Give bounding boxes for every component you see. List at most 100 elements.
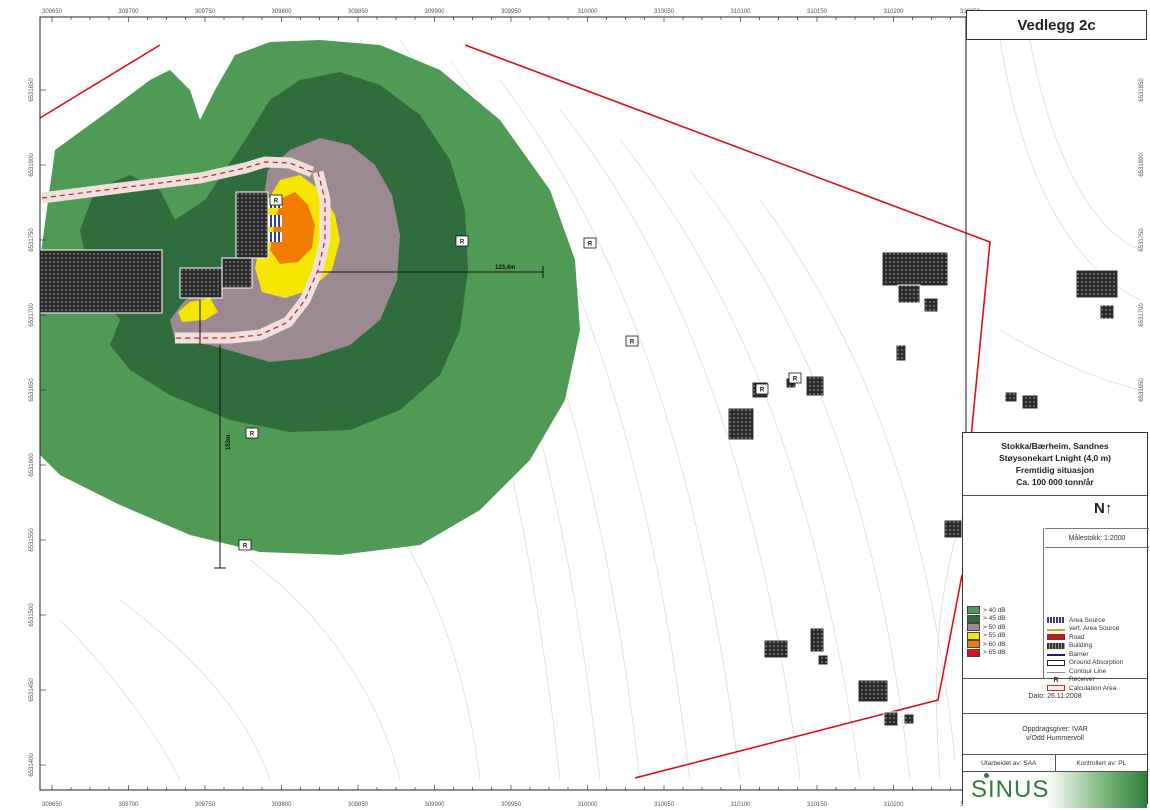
- tick-label: 310100: [730, 9, 751, 15]
- tick-label: 6531500: [29, 603, 35, 627]
- page-title: Vedlegg 2c: [966, 10, 1147, 40]
- tick-label: 310150: [807, 802, 828, 808]
- receiver-marker: R: [238, 539, 252, 551]
- date-label: Dato: 26.11.2008: [963, 679, 1147, 714]
- level-label: > 40 dB: [983, 606, 1006, 614]
- tick-label: 309800: [271, 9, 292, 15]
- tick-label: 310200: [883, 9, 904, 15]
- north-arrow-icon: N↑: [1094, 500, 1113, 517]
- tick-label: 310050: [654, 9, 675, 15]
- legend-heading: Stokka/Bærheim, Sandnes Støysonekart Lni…: [963, 433, 1147, 496]
- tick-label: 309750: [195, 802, 216, 808]
- noise-level-item: > 60 dB: [967, 640, 1006, 649]
- tick-label: 310150: [807, 9, 828, 15]
- symbol-item: Contour Line: [1047, 667, 1123, 676]
- level-label: > 55 dB: [983, 632, 1006, 640]
- situation-label: Fremtidig situasjon: [1015, 465, 1095, 475]
- level-swatch: [967, 614, 980, 623]
- receiver-symbol-icon: R: [1053, 676, 1059, 684]
- roads: [41, 156, 331, 344]
- level-swatch: [967, 623, 980, 632]
- legend-key: N↑ Målestokk: 1:2000 > 40 dB > 45 dB > 50 …: [963, 496, 1149, 692]
- tick-label: 309700: [118, 9, 139, 15]
- symbol-item: Area Source: [1047, 616, 1123, 625]
- x-axis-ticks-bottom: 309650 309700 309750 309800 309850 309900 3099…: [42, 785, 981, 808]
- tick-label: 309700: [118, 802, 139, 808]
- noise-level-item: > 65 dB: [967, 648, 1006, 658]
- tick-label: 310100: [730, 802, 751, 808]
- building-symbol-icon: [1047, 642, 1065, 649]
- client-info: Oppdragsgiver: IVAR v/Odd Hummervoll: [963, 714, 1147, 755]
- area-symbol-icon: [1047, 617, 1065, 624]
- tick-label: 309850: [348, 9, 369, 15]
- receiver-marker: R: [245, 427, 259, 439]
- tick-label: 6531650: [29, 378, 35, 402]
- tick-label: 6531700: [29, 303, 35, 327]
- map-legend-panel: Stokka/Bærheim, Sandnes Støysonekart Lni…: [962, 432, 1149, 808]
- receiver-marker: R: [788, 372, 802, 384]
- receiver-marker: R: [583, 237, 597, 249]
- symbol-label: Barrier: [1069, 650, 1089, 658]
- tick-label: 6531750: [29, 228, 35, 252]
- measure-label-horizontal: 123,4m: [495, 265, 515, 271]
- level-swatch: [967, 640, 980, 649]
- map-frame: [39, 16, 967, 791]
- map-subtitle: Støysonekart Lnight (4,0 m): [999, 453, 1111, 463]
- tick-label: 6531850: [1139, 78, 1145, 102]
- tick-label: 310000: [577, 802, 598, 808]
- tick-label: 310050: [654, 802, 675, 808]
- receiver-marker: R: [755, 383, 769, 395]
- logo-text: SINUS: [971, 776, 1050, 803]
- symbol-label: Area Source: [1069, 616, 1106, 624]
- tick-label: 309650: [42, 802, 63, 808]
- tick-label: 6531800: [29, 153, 35, 177]
- buildings: [39, 191, 1119, 727]
- level-label: > 45 dB: [983, 615, 1006, 623]
- capacity-label: Ca. 100 000 tonn/år: [1016, 477, 1094, 487]
- noise-zone-60db: [270, 192, 315, 264]
- tick-label: 309900: [424, 802, 445, 808]
- symbol-label: Building: [1069, 642, 1093, 650]
- receiver-label: R: [274, 199, 279, 205]
- receiver-label: R: [630, 340, 635, 346]
- road-symbol-icon: [1047, 634, 1065, 641]
- receiver-label: R: [588, 242, 593, 248]
- noise-level-item: > 45 dB: [967, 614, 1006, 624]
- calc-symbol-icon: [1047, 685, 1065, 692]
- prepared-by: Utarbeidet av: SAA: [963, 755, 1056, 771]
- level-swatch: [967, 606, 980, 615]
- vert-symbol-icon: [1047, 628, 1065, 631]
- level-label: > 60 dB: [983, 640, 1006, 648]
- tick-label: 309650: [42, 9, 63, 15]
- symbol-label: Contour Line: [1069, 667, 1107, 675]
- receiver-label: R: [250, 432, 255, 438]
- project-name: Stokka/Bærheim, Sandnes: [1001, 441, 1109, 451]
- tick-label: 6531850: [29, 78, 35, 102]
- barrier-symbol-icon: [1047, 654, 1065, 657]
- ground-symbol-icon: [1047, 659, 1065, 666]
- tick-label: 6531400: [29, 753, 35, 777]
- tick-label: 309800: [271, 802, 292, 808]
- symbol-label: Ground Absorption: [1069, 659, 1124, 667]
- contour-symbol-icon: [1047, 672, 1065, 674]
- level-label: > 50 dB: [983, 623, 1006, 631]
- noise-level-item: > 40 dB: [967, 606, 1006, 615]
- tick-label: 309750: [195, 9, 216, 15]
- symbol-item: Ground Absorption: [1047, 659, 1123, 668]
- tick-label: 6531600: [29, 453, 35, 477]
- client-contact: v/Odd Hummervoll: [1026, 735, 1084, 742]
- receiver-marker: R: [269, 194, 283, 206]
- tick-label: 310200: [883, 802, 904, 808]
- symbol-item: Road: [1047, 633, 1123, 642]
- receiver-label: R: [793, 377, 798, 383]
- tick-label: 309950: [501, 802, 522, 808]
- measure-label-vertical: 153m: [226, 435, 232, 450]
- level-swatch: [967, 648, 980, 657]
- receiver-marker: R: [455, 235, 469, 247]
- symbol-item: Building: [1047, 642, 1123, 651]
- tick-label: 6531750: [1139, 228, 1145, 252]
- client-label: Oppdragsgiver: IVAR: [1022, 726, 1088, 733]
- sinus-logo: SINUS: [963, 772, 1147, 808]
